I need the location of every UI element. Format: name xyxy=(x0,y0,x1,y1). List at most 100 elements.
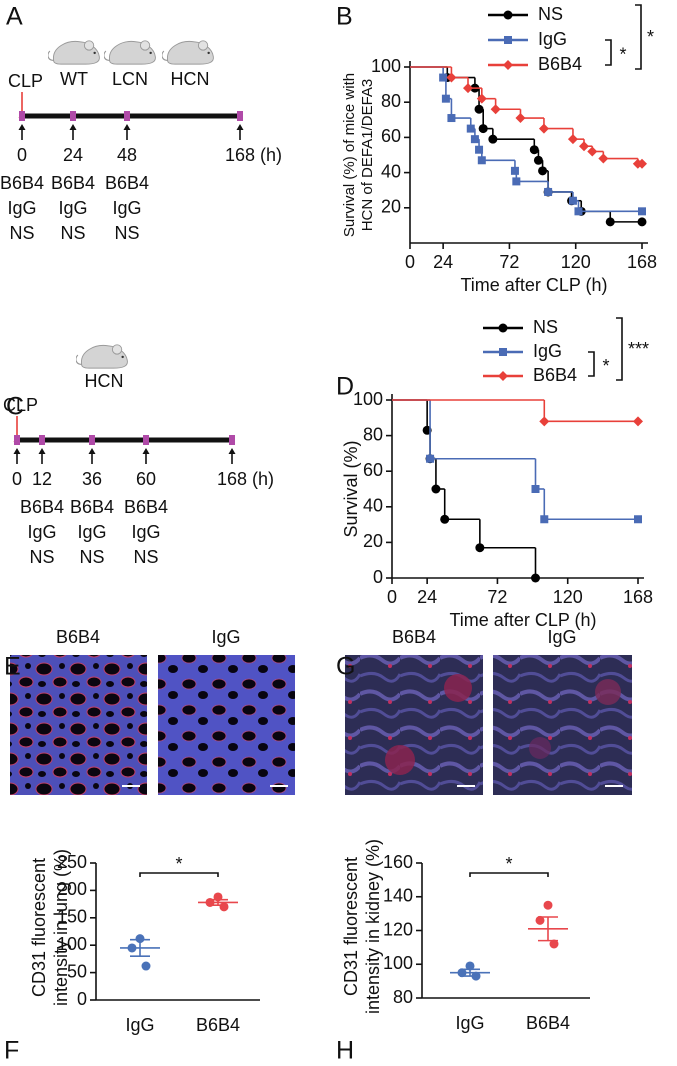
group-label: NS xyxy=(114,223,139,243)
x-tick-label: B6B4 xyxy=(526,1013,570,1033)
x-tick-label: 0 xyxy=(387,587,397,607)
y-axis-title: HCN of DEFA1/DEFA3 xyxy=(359,79,376,232)
mouse-icon xyxy=(104,40,156,65)
group-label: B6B4 xyxy=(0,173,44,193)
x-tick-label: 120 xyxy=(553,587,583,607)
y-tick-label: 100 xyxy=(353,389,383,409)
survival-marker xyxy=(544,187,553,196)
y-tick-label: 100 xyxy=(371,56,401,76)
y-tick-label: 40 xyxy=(363,496,383,516)
legend-marker xyxy=(499,348,507,356)
time-arrow-head xyxy=(228,448,236,454)
timeline-tick xyxy=(143,435,149,445)
time-label: 12 xyxy=(32,469,52,489)
survival-marker xyxy=(634,515,642,524)
y-tick-label: 20 xyxy=(363,531,383,551)
x-tick-label: 72 xyxy=(487,587,507,607)
micrograph-label: B6B4 xyxy=(392,627,436,647)
significance-bracket xyxy=(139,872,219,877)
group-label: NS xyxy=(79,547,104,567)
significance-bracket xyxy=(616,317,623,381)
group-label: IgG xyxy=(131,522,160,542)
event-label: CLP xyxy=(8,71,43,91)
mouse-label: HCN xyxy=(171,69,210,89)
y-tick-label: 250 xyxy=(57,852,87,872)
survival-marker xyxy=(579,141,589,152)
y-tick-label: 20 xyxy=(381,197,401,217)
x-tick-label: 120 xyxy=(561,252,591,272)
survival-marker xyxy=(531,573,540,583)
time-arrow-head xyxy=(236,124,244,130)
legend-marker xyxy=(503,60,513,70)
survival-marker xyxy=(567,134,578,145)
panel-label: C xyxy=(6,393,24,421)
time-label: 168 xyxy=(217,469,247,489)
time-label: 0 xyxy=(12,469,22,489)
data-point xyxy=(465,961,475,971)
y-tick-label: 60 xyxy=(381,126,401,146)
panel-label: H xyxy=(336,1037,354,1065)
survival-marker xyxy=(431,484,441,494)
survival-marker xyxy=(466,124,475,133)
y-tick-label: 50 xyxy=(67,961,87,981)
survival-marker xyxy=(538,123,549,134)
legend-label: NS xyxy=(538,4,563,24)
survival-marker xyxy=(538,166,548,176)
y-tick-label: 160 xyxy=(383,852,413,872)
legend-marker xyxy=(504,36,512,44)
x-tick-label: 24 xyxy=(417,587,437,607)
legend-marker xyxy=(498,323,508,333)
data-point xyxy=(549,939,559,949)
survival-marker xyxy=(439,73,448,82)
significance-bracket xyxy=(635,4,642,70)
y-tick-label: 0 xyxy=(373,567,383,587)
group-label: NS xyxy=(60,223,85,243)
y-tick-label: 100 xyxy=(383,953,413,973)
survival-marker xyxy=(637,158,647,169)
data-point xyxy=(213,892,223,902)
group-label: B6B4 xyxy=(51,173,95,193)
legend-label: IgG xyxy=(533,341,562,361)
survival-marker xyxy=(587,146,598,157)
significance-label: * xyxy=(602,356,609,376)
survival-marker xyxy=(474,104,484,114)
timeline-tick xyxy=(124,111,130,121)
timeline-tick xyxy=(14,435,20,445)
y-axis-title: intensity in lung (%) xyxy=(51,849,71,1006)
survival-marker xyxy=(475,543,485,553)
survival-marker xyxy=(539,416,550,427)
significance-bracket xyxy=(605,39,612,66)
y-tick-label: 200 xyxy=(57,879,87,899)
data-point xyxy=(135,934,145,944)
time-arrow-head xyxy=(18,124,26,130)
data-point xyxy=(205,897,215,907)
data-point xyxy=(219,902,229,912)
x-tick-label: 168 xyxy=(627,252,657,272)
survival-marker xyxy=(638,207,646,216)
group-label: B6B4 xyxy=(105,173,149,193)
panel-label: A xyxy=(6,3,23,31)
time-arrow-head xyxy=(88,448,96,454)
legend-label: IgG xyxy=(538,29,567,49)
time-label: 48 xyxy=(117,145,137,165)
y-tick-label: 80 xyxy=(393,987,413,1007)
group-label: IgG xyxy=(58,198,87,218)
significance-label: * xyxy=(505,854,512,874)
mouse-label: WT xyxy=(60,69,88,89)
y-axis-title: Survival (%) xyxy=(341,440,361,537)
survival-marker xyxy=(490,104,501,115)
time-arrow-head xyxy=(13,448,21,454)
x-tick-label: 24 xyxy=(433,252,453,272)
time-unit: (h) xyxy=(260,145,282,165)
survival-marker xyxy=(637,217,647,227)
survival-marker xyxy=(533,155,543,165)
micrograph xyxy=(10,655,147,795)
x-axis-title: Time after CLP (h) xyxy=(449,610,596,630)
y-tick-label: 80 xyxy=(363,424,383,444)
panel-label: F xyxy=(4,1037,19,1065)
time-label: 24 xyxy=(63,145,83,165)
survival-marker xyxy=(441,94,450,103)
time-arrow-head xyxy=(69,124,77,130)
legend-label: B6B4 xyxy=(533,365,577,385)
survival-marker xyxy=(598,153,609,164)
